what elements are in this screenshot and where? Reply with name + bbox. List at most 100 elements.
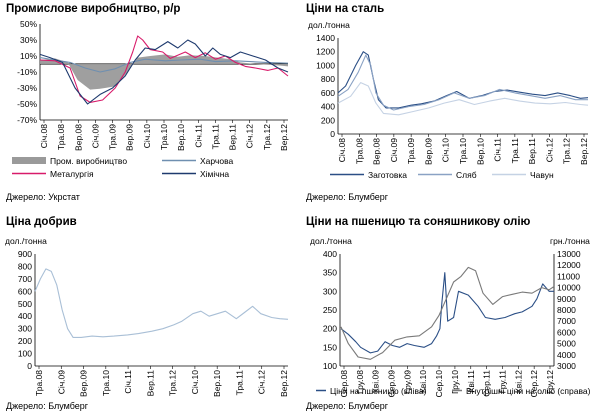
y2-tick-label: 7000 bbox=[557, 316, 576, 326]
y-tick-label: 0 bbox=[27, 361, 32, 371]
fertilizer-price-chart: 900 800 700 600 500 400 300 200 100 0 дол./тонна Тр… bbox=[5, 236, 289, 397]
y-tick-label: 30% bbox=[20, 35, 37, 45]
x-tick-label: Вер.10 bbox=[475, 138, 485, 165]
x-tick-label: Вер.12 bbox=[279, 124, 289, 151]
y-tick-label: -50% bbox=[17, 99, 37, 109]
y-tick-label: 250 bbox=[323, 305, 337, 315]
y-tick-label: 150 bbox=[323, 342, 337, 352]
x-tick-label: Сер.09 bbox=[387, 370, 397, 398]
x-tick-label: Кві.11 bbox=[466, 370, 476, 393]
y2-tick-label: 9000 bbox=[557, 294, 576, 304]
x-tick-label: Тра.08 bbox=[354, 138, 364, 164]
x-tick-label: Вер.11 bbox=[145, 370, 155, 397]
x-tick-label: Вер.09 bbox=[79, 370, 89, 397]
series-line-2 bbox=[337, 82, 589, 116]
y-axis-unit: дол./тонна bbox=[310, 236, 352, 246]
y2-tick-label: 13000 bbox=[557, 249, 581, 259]
x-tick-label: Січ.09 bbox=[389, 138, 399, 163]
legend-label: Металургія bbox=[50, 169, 94, 179]
series-line-0 bbox=[34, 268, 289, 338]
x-tick-label: Тра.11 bbox=[210, 124, 220, 150]
x-tick-label: Вер.08 bbox=[73, 124, 83, 151]
panel-wheat-oil-prices: Ціни на пшеницю та соняшникову олію 400 3… bbox=[300, 208, 600, 416]
y-tick-label: 600 bbox=[18, 286, 32, 296]
x-tick-label: Тра.08 bbox=[34, 370, 44, 396]
y2-tick-label: 5000 bbox=[557, 339, 576, 349]
x-tick-label: Тра.12 bbox=[168, 370, 178, 396]
x-tick-label: Сер.10 bbox=[434, 370, 444, 398]
x-tick-label: Гру.12 bbox=[545, 370, 555, 394]
y-tick-label: 900 bbox=[18, 249, 32, 259]
x-tick-label: Тра.11 bbox=[510, 138, 520, 164]
x-tick-label: Тра.12 bbox=[262, 124, 272, 150]
legend-label: Сляб bbox=[456, 170, 477, 180]
x-tick-label: Сер.08 bbox=[339, 370, 349, 398]
y-tick-label: 400 bbox=[321, 102, 335, 112]
series-line-1 bbox=[337, 54, 588, 111]
legend-label: Внутрішні ціни на олію (справа) bbox=[466, 386, 591, 396]
y-tick-label: -10% bbox=[17, 67, 37, 77]
x-tick-label: Вер.10 bbox=[212, 370, 222, 397]
x-tick-label: Вер.11 bbox=[228, 124, 238, 151]
x-tick-label: Вер.09 bbox=[125, 124, 135, 151]
source-note: Джерело: Укрстат bbox=[6, 192, 80, 202]
x-tick-label: Січ.09 bbox=[90, 124, 100, 149]
y-tick-label: 300 bbox=[18, 324, 32, 334]
panel-title: Ціни на сталь bbox=[306, 3, 385, 15]
y-tick-label: 600 bbox=[321, 88, 335, 98]
x-tick-label: Гру.10 bbox=[450, 370, 460, 394]
y2-tick-label: 12000 bbox=[557, 260, 581, 270]
x-tick-label: Вер.12 bbox=[579, 138, 589, 165]
y-tick-label: 0 bbox=[330, 129, 335, 139]
x-tick-label: Тра.10 bbox=[101, 370, 111, 396]
x-tick-label: Тра.12 bbox=[562, 138, 572, 164]
x-tick-label: Січ.10 bbox=[190, 370, 200, 395]
y-tick-label: 1400 bbox=[316, 33, 335, 43]
x-tick-label: Січ.12 bbox=[544, 138, 554, 163]
y-tick-label: 400 bbox=[323, 249, 337, 259]
y-tick-label: 800 bbox=[321, 74, 335, 84]
x-tick-label: Січ.10 bbox=[441, 138, 451, 163]
x-tick-label: Тра.09 bbox=[108, 124, 118, 150]
series-area-0 bbox=[40, 54, 288, 90]
x-tick-label: Тра.10 bbox=[159, 124, 169, 150]
x-tick-label: Січ.11 bbox=[123, 370, 133, 394]
panel-industrial-production: Промислове виробництво, р/р 50% 30% 10% -10… bbox=[0, 0, 300, 208]
panel-title: Ціна добрив bbox=[6, 216, 77, 228]
x-tick-label: Січ.11 bbox=[493, 138, 503, 162]
x-tick-label: Кві.09 bbox=[371, 370, 381, 393]
y-tick-label: 350 bbox=[323, 268, 337, 278]
y-tick-label: -30% bbox=[17, 83, 37, 93]
x-tick-label: Сер.11 bbox=[482, 370, 492, 397]
x-tick-label: Вер.11 bbox=[527, 138, 537, 165]
x-tick-label: Сер.12 bbox=[529, 370, 539, 398]
y2-tick-label: 4000 bbox=[557, 350, 576, 360]
y-tick-label: 400 bbox=[18, 311, 32, 321]
panel-title: Ціни на пшеницю та соняшникову олію bbox=[306, 216, 531, 228]
y2-tick-label: 11000 bbox=[557, 271, 580, 281]
y-tick-label: 100 bbox=[18, 349, 32, 359]
y-tick-label: 200 bbox=[18, 336, 32, 346]
y-axis-unit: дол./тонна bbox=[5, 236, 47, 246]
legend-swatch bbox=[12, 157, 46, 164]
x-tick-label: Гру.11 bbox=[497, 370, 507, 394]
series-line-0 bbox=[340, 272, 554, 354]
x-tick-label: Гру.08 bbox=[355, 370, 365, 394]
y-tick-label: 10% bbox=[20, 51, 37, 61]
legend-label: Ціни на пшеницю (зліва) bbox=[330, 386, 427, 396]
x-tick-label: Тра.10 bbox=[458, 138, 468, 164]
source-note: Джерело: Блумберг bbox=[306, 192, 389, 202]
x-tick-label: Січ.12 bbox=[257, 370, 267, 395]
y-axis-unit: дол./тонна bbox=[308, 20, 350, 30]
source-note: Джерело: Блумберг bbox=[6, 401, 89, 411]
x-tick-label: Січ.08 bbox=[337, 138, 347, 163]
source-note: Джерело: Блумберг bbox=[306, 401, 389, 411]
x-tick-label: Кві.12 bbox=[513, 370, 523, 393]
y-tick-label: 300 bbox=[323, 286, 337, 296]
y-tick-label: 800 bbox=[18, 261, 32, 271]
x-tick-label: Кві.10 bbox=[418, 370, 428, 393]
legend-label: Чавун bbox=[530, 170, 554, 180]
series-line-1 bbox=[39, 57, 289, 73]
x-tick-label: Січ.12 bbox=[245, 124, 255, 149]
